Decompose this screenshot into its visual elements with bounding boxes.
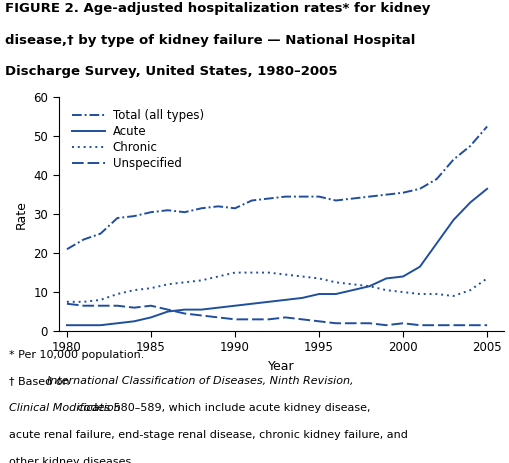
Y-axis label: Rate: Rate bbox=[15, 200, 27, 229]
Text: acute renal failure, end-stage renal disease, chronic kidney failure, and: acute renal failure, end-stage renal dis… bbox=[9, 430, 408, 440]
Text: disease,† by type of kidney failure — National Hospital: disease,† by type of kidney failure — Na… bbox=[5, 34, 415, 47]
X-axis label: Year: Year bbox=[268, 360, 295, 373]
Text: International Classification of Diseases, Ninth Revision,: International Classification of Diseases… bbox=[47, 376, 354, 387]
Text: Clinical Modification: Clinical Modification bbox=[9, 403, 121, 413]
Text: codes 580–589, which include acute kidney disease,: codes 580–589, which include acute kidne… bbox=[74, 403, 371, 413]
Text: Discharge Survey, United States, 1980–2005: Discharge Survey, United States, 1980–20… bbox=[5, 65, 337, 78]
Text: * Per 10,000 population.: * Per 10,000 population. bbox=[9, 350, 145, 360]
Text: FIGURE 2. Age-adjusted hospitalization rates* for kidney: FIGURE 2. Age-adjusted hospitalization r… bbox=[5, 2, 431, 15]
Legend: Total (all types), Acute, Chronic, Unspecified: Total (all types), Acute, Chronic, Unspe… bbox=[69, 106, 207, 174]
Text: † Based on: † Based on bbox=[9, 376, 73, 387]
Text: other kidney diseases.: other kidney diseases. bbox=[9, 457, 135, 463]
